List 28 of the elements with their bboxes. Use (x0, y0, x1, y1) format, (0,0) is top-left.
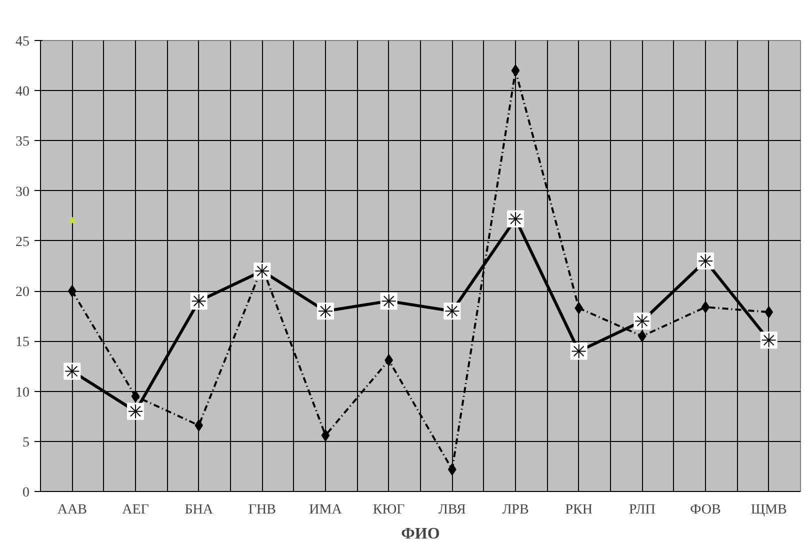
x-tick-label: АЕГ (122, 502, 149, 518)
x-tick-label: ААВ (57, 502, 87, 518)
y-tick-label: 25 (16, 234, 30, 250)
y-tick-label: 35 (16, 134, 30, 150)
x-tick-label: ФОВ (690, 502, 721, 518)
x-tick-label: КЮГ (372, 502, 405, 518)
point (701, 301, 710, 314)
y-tick-label: 10 (16, 385, 30, 400)
point (321, 429, 330, 442)
y-tick-label: 20 (16, 285, 30, 300)
y-tick-label: 45 (16, 34, 30, 50)
x-tick-label: ГНВ (248, 502, 276, 518)
y-tick-label: 0 (22, 486, 30, 500)
y-tick-label: 5 (22, 435, 30, 450)
x-tick-label: БНА (184, 502, 214, 518)
x-axis-title: ФИО (401, 526, 440, 542)
x-tick-label: ЛВЯ (438, 502, 466, 518)
y-tick-label: 40 (16, 84, 30, 100)
point (68, 216, 76, 224)
x-tick-label: ИМА (309, 502, 343, 518)
x-tick-label: ЛРВ (502, 502, 529, 518)
x-tick-label: РКН (565, 502, 592, 518)
point (131, 390, 140, 402)
y-tick-label: 30 (16, 184, 30, 200)
point (511, 64, 520, 77)
y-tick-label: 15 (16, 335, 30, 350)
x-tick-label: ЩМВ (750, 502, 787, 518)
x-tick-label: РЛП (628, 502, 656, 518)
